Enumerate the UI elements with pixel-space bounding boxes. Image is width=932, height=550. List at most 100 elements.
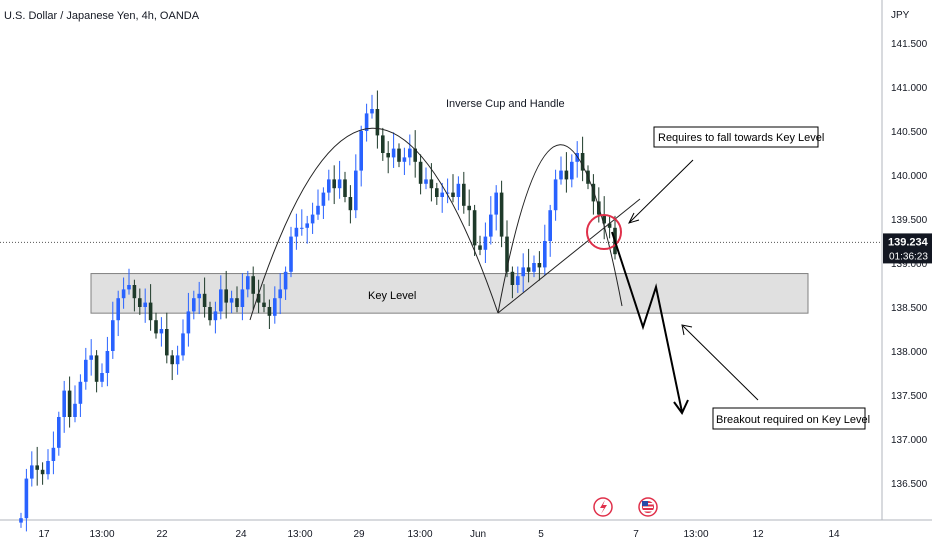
y-tick-label: 138.500 (891, 303, 928, 314)
candle-up (570, 161, 574, 180)
candle-down (413, 148, 417, 162)
candle-down (607, 223, 612, 228)
highlight-circle (586, 214, 622, 250)
candle-down (510, 271, 515, 285)
candle-up (62, 390, 66, 417)
candle-up (73, 403, 77, 417)
candle-up (143, 302, 147, 307)
y-tick-label: 141.000 (891, 83, 928, 94)
candle-down (262, 302, 266, 307)
candle-down (397, 148, 401, 162)
note-bottom-pointer (682, 325, 759, 401)
candle-up (553, 179, 558, 211)
candle-down (429, 179, 434, 189)
note-top-text: Requires to fall towards Key Level (658, 132, 824, 144)
y-tick-label: 141.500 (891, 39, 928, 50)
current-price-tag (883, 233, 932, 264)
lightning-icon[interactable] (593, 497, 613, 517)
candle-up (391, 148, 396, 158)
note-bottom-box (712, 407, 866, 430)
candle-up (19, 518, 23, 523)
candle-up (548, 210, 552, 241)
candle-down (343, 179, 347, 197)
us-flag-icon[interactable] (638, 497, 658, 517)
candle-down (505, 236, 509, 272)
candle-up (521, 267, 525, 277)
candle-down (235, 298, 239, 307)
candle-up (321, 192, 326, 206)
candle-down (256, 293, 261, 303)
key-level-zone[interactable] (90, 273, 809, 314)
candle-down (381, 135, 385, 153)
candle-up (456, 183, 461, 197)
candle-up (283, 271, 288, 290)
note-bottom-text: Breakout required on Key Level (716, 414, 870, 426)
candle-up (516, 276, 520, 285)
x-tick-label: 13:00 (89, 529, 114, 540)
candle-up (186, 311, 191, 334)
candle-down (208, 307, 212, 321)
y-tick-label: 140.500 (891, 127, 928, 138)
candle-up (78, 381, 83, 404)
y-tick-label: 139.000 (891, 259, 928, 270)
candle-up (116, 298, 120, 321)
candle-up (300, 227, 304, 229)
x-tick-label: 29 (353, 529, 365, 540)
candle-up (57, 417, 61, 448)
candle-up (310, 214, 315, 224)
candle-down (375, 109, 380, 136)
candle-up (159, 329, 164, 334)
candle-up (246, 276, 250, 290)
x-tick-label: 5 (538, 529, 544, 540)
candle-up (46, 461, 50, 475)
candle-up (219, 289, 223, 312)
candle-up (316, 205, 320, 215)
y-tick-label: 139.500 (891, 215, 928, 226)
candle-up (424, 179, 428, 184)
candle-up (445, 192, 450, 194)
candle-up (213, 311, 218, 321)
candle-up (127, 285, 131, 290)
key-level-label: Key Level (368, 290, 416, 302)
candle-up (408, 148, 412, 158)
candle-up (489, 214, 493, 237)
projection-arrowhead (673, 399, 689, 415)
candle-down (499, 192, 504, 237)
candle-up (354, 170, 358, 211)
countdown-value: 01:36:23 (889, 251, 928, 262)
candle-down (165, 329, 169, 356)
candle-down (40, 469, 45, 475)
candle-up (559, 170, 563, 180)
candle-up (278, 289, 282, 299)
cup-arc (249, 127, 499, 321)
currency-label: JPY (891, 10, 910, 21)
x-axis-ticks: 17 13:00 22 24 13:00 29 13:00 Jun 5 7 13:00 12 14 (38, 529, 840, 540)
y-tick-label: 138.000 (891, 347, 928, 358)
candle-down (267, 307, 272, 316)
candle-up (402, 157, 407, 162)
candle-down (251, 276, 255, 294)
candle-up (24, 478, 29, 519)
x-tick-label: 13:00 (407, 529, 432, 540)
candle-down (132, 285, 137, 299)
candle-up (543, 241, 547, 268)
candle-down (138, 298, 142, 307)
candle-down (478, 245, 482, 250)
candle-down (462, 183, 466, 206)
candle-up (84, 359, 88, 382)
candle-up (121, 289, 126, 299)
candle-up (100, 373, 104, 382)
x-tick-label: Jun (470, 529, 486, 540)
candle-up (359, 131, 363, 171)
x-tick-label: 13:00 (287, 529, 312, 540)
candle-down (467, 205, 471, 211)
candle-up (575, 153, 579, 162)
chart-title: U.S. Dollar / Japanese Yen, 4h, OANDA (4, 10, 200, 22)
candle-down (170, 355, 174, 365)
candle-up (192, 298, 196, 312)
x-tick-label: 24 (235, 529, 247, 540)
candle-up (327, 179, 331, 193)
candle-down (35, 465, 39, 470)
note-top-pointer (629, 159, 694, 223)
